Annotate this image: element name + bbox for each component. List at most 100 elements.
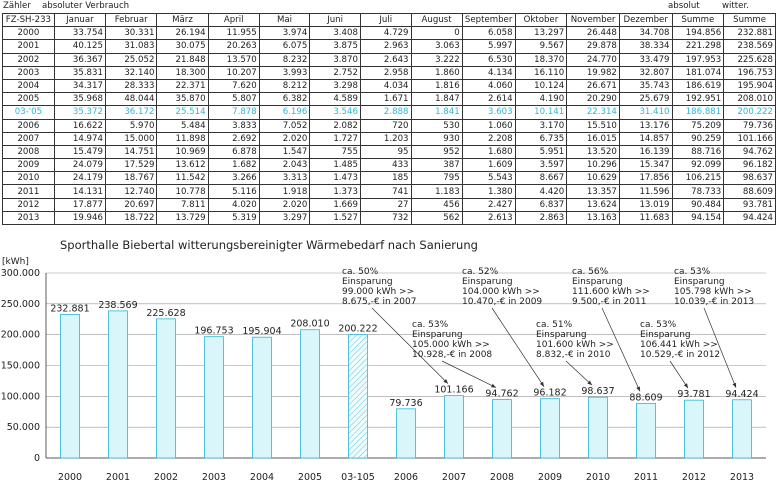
table-cell: 6.382: [258, 92, 311, 107]
annotation-text: Einsparung: [674, 277, 725, 287]
annotation-arrowhead: [587, 380, 592, 386]
table-cell: 30.075: [156, 39, 209, 54]
table-cell: 3.170: [514, 118, 568, 133]
row-year-cell: 2002: [2, 52, 55, 67]
table-cell: 1.373: [309, 184, 361, 199]
table-cell: 16.015: [566, 131, 620, 146]
table-cell: 9.567: [514, 39, 568, 54]
table-cell: 186.619: [671, 78, 725, 94]
bar: [108, 310, 128, 459]
row-year-cell: 2011: [2, 184, 55, 199]
table-cell: 3.408: [309, 26, 361, 41]
table-cell: 10.141: [514, 105, 568, 120]
table-cell: 29.878: [566, 39, 620, 54]
table-cell: 8.232: [258, 52, 311, 67]
annotation-text: 8.675,-€ in 2007: [342, 297, 416, 307]
bar-value-label: 79.736: [389, 398, 422, 409]
table-cell: 221.298: [671, 39, 725, 54]
table-cell: 3.297: [258, 210, 311, 226]
column-header: November: [566, 12, 620, 28]
table-cell: 10.207: [207, 65, 260, 80]
table-cell: 1.680: [461, 144, 516, 160]
bar-value-label: 208.010: [290, 319, 329, 330]
table-cell: 2.614: [461, 92, 516, 107]
table-cell: 194.856: [671, 26, 725, 41]
annotation-text: 111.600 kWh >>: [572, 287, 650, 297]
x-tick-label: 2000: [58, 472, 82, 483]
table-cell: 181.074: [671, 65, 725, 80]
annotation-text: 106.441 kWh >>: [640, 340, 718, 350]
table-row: 2002 36.367 25.052 21.848 13.570 8.232 3.870 2.…: [2, 52, 776, 67]
table-cell: 1.682: [207, 158, 260, 173]
table-cell: 387: [410, 158, 463, 173]
table-cell: 20.290: [566, 92, 620, 107]
column-header: Dezember: [618, 12, 673, 28]
table-cell: 33.479: [618, 52, 673, 67]
table-cell: 21.848: [156, 52, 209, 67]
table-cell: 13.019: [618, 197, 673, 212]
table-cell: 4.034: [359, 78, 412, 94]
annotation-text: 10.039,-€ in 2013: [674, 297, 754, 307]
table-cell: 31.083: [104, 39, 158, 54]
table-cell: 1.918: [258, 184, 311, 199]
annotation-text: ca. 52%: [462, 267, 499, 277]
bar-value-label: 195.904: [242, 326, 281, 337]
table-cell: 35.831: [53, 65, 106, 80]
table-cell: 24.770: [566, 52, 620, 67]
bar-value-label: 98.637: [581, 386, 614, 397]
table-cell: 15.510: [566, 118, 620, 133]
table-cell: 2.863: [514, 210, 568, 226]
table-cell: 3.875: [309, 39, 361, 54]
table-cell: 1.860: [410, 65, 463, 80]
row-year-cell: 2006: [2, 118, 55, 133]
annotation-text: 104.000 kWh >>: [462, 287, 540, 297]
column-header: März: [156, 12, 209, 28]
table-cell: 2.020: [258, 131, 311, 146]
annotation-text: ca. 53%: [640, 320, 677, 330]
table-cell: 795: [410, 171, 463, 186]
table-cell: 4.729: [359, 26, 412, 41]
absolute-label: absolut: [668, 1, 700, 11]
annotation-arrow: [441, 360, 497, 388]
table-cell: 13.176: [618, 118, 673, 133]
bar-value-label: 196.753: [194, 326, 233, 337]
table-cell: 26.448: [566, 26, 620, 41]
annotation-text: 105.000 kWh >>: [412, 340, 490, 350]
table-cell: 27: [359, 197, 412, 212]
table-cell: 3.298: [309, 78, 361, 94]
table-cell: 35.743: [618, 78, 673, 94]
annotation-arrowhead: [683, 383, 688, 389]
bar: [684, 399, 704, 459]
table-row: 2006 16.622 5.970 5.484 3.833 7.052 2.082 720 53…: [2, 118, 776, 133]
table-row: 2004 34.317 28.333 22.371 7.620 8.212 3.298 4.0…: [2, 78, 776, 94]
bar: [204, 336, 224, 459]
bar: [396, 408, 416, 459]
bar-value-label: 96.182: [533, 388, 566, 399]
table-cell: 20.697: [104, 197, 158, 212]
y-tick-label: 300.000: [1, 268, 40, 279]
table-cell: 18.767: [104, 171, 158, 186]
annotation-arrow: [371, 307, 449, 384]
table-cell: 48.044: [104, 92, 158, 107]
table-cell: 3.063: [410, 39, 463, 54]
table-cell: 95: [359, 144, 412, 160]
table-cell: 35.968: [53, 92, 106, 107]
table-cell: 5.807: [207, 92, 260, 107]
annotation-text: 105.798 kWh >>: [674, 287, 752, 297]
x-tick-label: 2004: [250, 472, 274, 483]
table-cell: 10.629: [566, 171, 620, 186]
table-cell: 7.811: [156, 197, 209, 212]
table-cell: 6.837: [514, 197, 568, 212]
y-axis-label: [kWh]: [2, 257, 29, 267]
column-header: September: [461, 12, 516, 28]
table-cell: 5.997: [461, 39, 516, 54]
table-cell: 3.993: [258, 65, 311, 80]
row-year-cell: 2005: [2, 92, 55, 107]
row-year-cell: 2000: [2, 26, 55, 41]
annotation-arrowhead: [443, 378, 448, 384]
table-cell: 1.816: [410, 78, 463, 94]
annotation-text: Einsparung: [640, 330, 691, 340]
table-cell: 1.060: [461, 118, 516, 133]
column-header: Juli: [359, 12, 412, 28]
table-row: 2001 40.125 31.083 30.075 20.263 6.075 3.875 2.…: [2, 39, 776, 54]
